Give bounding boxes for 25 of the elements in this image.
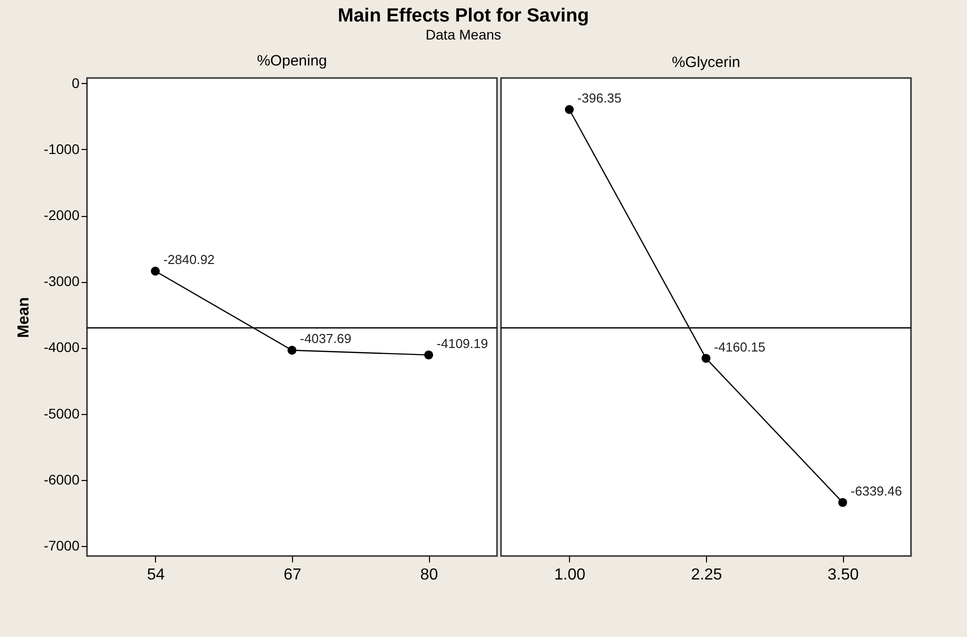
y-tick-label: -1000: [44, 140, 80, 157]
text: %Glycerin: [672, 54, 740, 71]
y-tick-label: -4000: [44, 339, 80, 356]
y-tick-label: -5000: [44, 405, 80, 422]
x-tick-label: 2.25: [690, 566, 722, 584]
x-tick-label: 80: [420, 566, 438, 584]
data-label: -4037.69: [300, 331, 352, 346]
data-label: -396.35: [577, 90, 622, 106]
x-tick-label: 54: [146, 566, 165, 584]
x-tick-label: 1.00: [554, 566, 586, 584]
data-label: -4109.19: [436, 336, 488, 351]
y-tick-label: -6000: [44, 471, 80, 488]
chart-title: Main Effects Plot for Saving: [338, 6, 590, 27]
x-tick-label: 67: [284, 566, 302, 584]
chart-subtitle: Data Means: [426, 26, 502, 43]
y-tick-label: -7000: [44, 538, 80, 554]
data-label: -4160.15: [714, 339, 766, 354]
data-label: -2840.92: [163, 252, 215, 268]
y-tick-label: -2000: [44, 207, 80, 224]
text: %Opening: [256, 52, 328, 70]
y-tick-label: -3000: [44, 273, 80, 290]
x-tick-label: 3.50: [828, 566, 859, 584]
data-label: -6339.46: [850, 483, 902, 498]
y-axis-title: Mean: [16, 297, 33, 338]
y-tick-label: 0: [72, 74, 80, 91]
